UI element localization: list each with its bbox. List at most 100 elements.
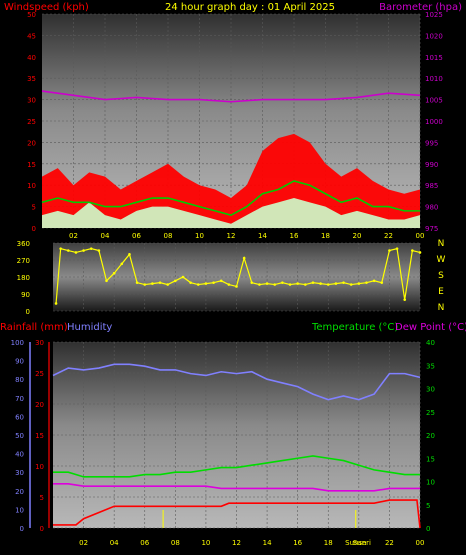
y-tick-label: 1020 bbox=[425, 32, 443, 40]
direction-point bbox=[181, 275, 185, 279]
direction-point bbox=[151, 282, 154, 285]
y-tick-label: 975 bbox=[425, 225, 438, 233]
direction-point bbox=[319, 282, 322, 285]
wind-series bbox=[41, 90, 421, 228]
x-tick-label: Sunri bbox=[353, 539, 371, 547]
direction-point bbox=[82, 249, 85, 252]
direction-y-axis: 0 90 180 270 360 bbox=[17, 240, 30, 316]
x-tick-label: 02 bbox=[79, 539, 88, 547]
y-tick-label: 90 bbox=[21, 291, 30, 299]
x-tick-label: 12 bbox=[232, 539, 241, 547]
direction-point bbox=[66, 249, 70, 252]
barometer-y-axis: 975 980 985 990 995 1000 1005 1010 1015 1020 1025 bbox=[425, 11, 443, 233]
x-tick-label: 08 bbox=[164, 232, 173, 240]
x-tick-label: 18 bbox=[321, 232, 330, 240]
y-tick-label: 1015 bbox=[425, 54, 443, 62]
y-tick-label: 50 bbox=[15, 432, 24, 440]
humidity-title: Humidity bbox=[67, 322, 112, 333]
direction-point bbox=[174, 279, 177, 283]
y-tick-label: 30 bbox=[426, 386, 435, 394]
direction-point bbox=[265, 282, 269, 285]
x-tick-label: 18 bbox=[324, 539, 333, 547]
x-tick-label: 10 bbox=[195, 232, 204, 240]
direction-point bbox=[189, 281, 192, 284]
x-tick-label: 00 bbox=[416, 232, 425, 240]
direction-point bbox=[143, 283, 147, 286]
rain-line bbox=[53, 499, 421, 529]
x-tick-label: 16 bbox=[293, 539, 302, 547]
y-tick-label: 15 bbox=[35, 432, 44, 440]
y-tick-label: 35 bbox=[426, 362, 435, 370]
y-tick-label: 0 bbox=[20, 525, 24, 533]
y-tick-label: 60 bbox=[15, 413, 24, 421]
wind-x-axis: 02 04 06 08 10 12 14 16 18 20 22 00 bbox=[69, 232, 424, 240]
barometer-line bbox=[41, 90, 421, 103]
x-tick-label: 16 bbox=[290, 232, 299, 240]
gust-area bbox=[42, 198, 420, 228]
direction-point bbox=[403, 298, 407, 301]
direction-point bbox=[54, 302, 58, 305]
y-tick-label: 1010 bbox=[425, 75, 443, 83]
direction-series bbox=[54, 247, 422, 305]
direction-point bbox=[395, 247, 399, 250]
compass-label: W bbox=[437, 255, 446, 265]
y-tick-label: 30 bbox=[15, 469, 24, 477]
direction-point bbox=[334, 282, 338, 285]
y-tick-label: 5 bbox=[426, 502, 430, 510]
humidity-y-axis: 0 10 20 30 40 50 60 70 80 90 100 bbox=[11, 339, 31, 533]
x-tick-label: Sunse bbox=[345, 539, 366, 547]
direction-point bbox=[242, 256, 246, 260]
compass-label: N bbox=[438, 239, 445, 249]
y-tick-label: 10 bbox=[35, 463, 44, 471]
x-tick-label: 14 bbox=[258, 232, 267, 240]
windspeed-title: Windspeed (kph) bbox=[4, 2, 89, 13]
x-tick-label: 12 bbox=[227, 232, 236, 240]
y-tick-label: 45 bbox=[27, 32, 36, 40]
rainfall-title: Rainfall (mm) bbox=[0, 322, 68, 333]
direction-point bbox=[326, 283, 330, 286]
y-tick-label: 0 bbox=[26, 308, 30, 316]
y-tick-label: 35 bbox=[27, 75, 36, 83]
direction-point bbox=[59, 247, 62, 250]
compass-label: N bbox=[438, 303, 445, 313]
direction-point bbox=[212, 281, 215, 284]
direction-point bbox=[288, 283, 292, 286]
y-tick-label: 5 bbox=[32, 204, 36, 212]
direction-point bbox=[204, 282, 208, 285]
y-tick-label: 10 bbox=[426, 479, 435, 487]
temperature-title: Temperature (°C) bbox=[311, 322, 398, 333]
y-tick-label: 995 bbox=[425, 139, 438, 147]
direction-point bbox=[74, 251, 78, 254]
y-tick-label: 0 bbox=[32, 225, 36, 233]
wind-avg-line bbox=[41, 180, 420, 217]
y-tick-label: 1005 bbox=[425, 97, 443, 105]
y-tick-label: 50 bbox=[27, 11, 36, 19]
rain-y-axis: 0 5 10 15 20 25 30 bbox=[35, 339, 50, 533]
y-tick-label: 40 bbox=[27, 54, 36, 62]
direction-point bbox=[342, 281, 345, 284]
y-tick-label: 10 bbox=[27, 182, 36, 190]
direction-point bbox=[311, 281, 315, 284]
x-tick-label: 06 bbox=[132, 232, 141, 240]
y-tick-label: 180 bbox=[17, 274, 30, 282]
x-tick-label: 08 bbox=[171, 539, 180, 547]
direction-point bbox=[89, 247, 93, 250]
direction-point bbox=[388, 249, 391, 252]
y-tick-label: 990 bbox=[425, 161, 438, 169]
x-tick-label: 00 bbox=[416, 539, 425, 547]
direction-grid bbox=[53, 242, 421, 312]
y-tick-label: 30 bbox=[35, 339, 44, 347]
temp-series bbox=[52, 363, 421, 529]
dewpoint-title: Dew Point (°C) bbox=[395, 322, 466, 333]
direction-point bbox=[357, 282, 361, 285]
direction-point bbox=[112, 271, 116, 275]
y-tick-label: 15 bbox=[27, 161, 36, 169]
direction-point bbox=[411, 249, 414, 252]
compass-label: E bbox=[438, 287, 444, 297]
temperature-line bbox=[53, 455, 420, 478]
direction-point bbox=[365, 281, 368, 284]
y-tick-label: 20 bbox=[27, 139, 36, 147]
